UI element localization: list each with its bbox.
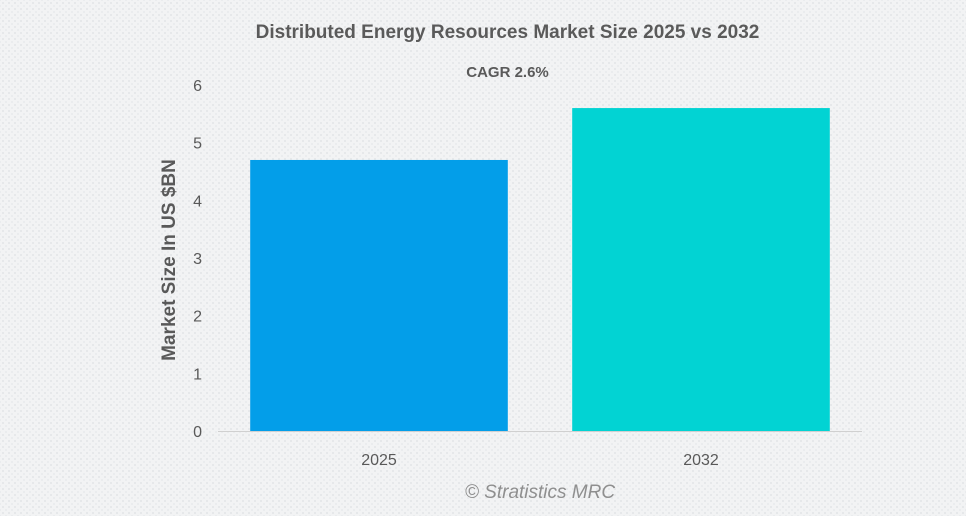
y-tick-label: 6 (193, 78, 202, 95)
x-tick-label: 2025 (361, 452, 397, 469)
chart-subtitle: CAGR 2.6% (466, 64, 549, 81)
y-tick-label: 2 (193, 309, 202, 326)
bars-group (250, 108, 830, 432)
y-tick-label: 4 (193, 193, 202, 210)
watermark: © Stratistics MRC (464, 482, 616, 503)
y-tick-label: 3 (193, 251, 202, 268)
y-axis: 0 1 2 3 4 5 6 (193, 78, 202, 441)
x-axis: 2025 2032 (361, 452, 719, 469)
bar-2025 (250, 159, 508, 431)
y-axis-label: Market Size In US $BN (159, 159, 180, 361)
bar-2032 (572, 108, 830, 432)
chart-title: Distributed Energy Resources Market Size… (255, 22, 760, 43)
y-tick-label: 0 (193, 424, 202, 441)
y-tick-label: 1 (193, 366, 202, 383)
y-tick-label: 5 (193, 136, 202, 153)
x-tick-label: 2032 (683, 452, 719, 469)
